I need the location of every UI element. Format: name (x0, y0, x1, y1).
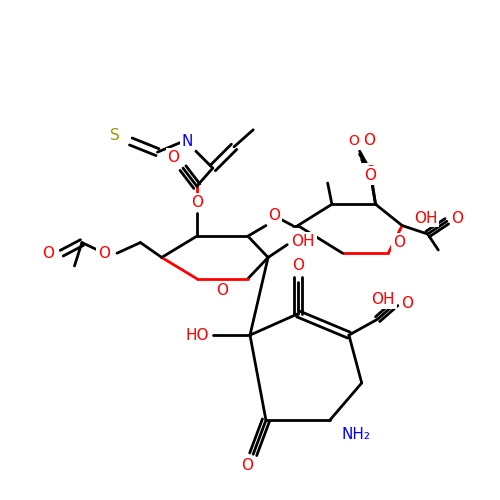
Text: OH: OH (371, 292, 394, 308)
Text: O: O (292, 258, 304, 274)
Text: O: O (452, 210, 464, 226)
Text: O: O (363, 133, 375, 148)
Text: O: O (348, 134, 358, 148)
Text: O: O (42, 246, 54, 260)
Text: O: O (364, 168, 376, 183)
Text: OH: OH (292, 234, 315, 249)
Text: O: O (402, 296, 413, 310)
Text: O: O (393, 235, 405, 250)
Text: HO: HO (185, 328, 208, 342)
Text: OH: OH (414, 210, 438, 226)
Text: S: S (110, 128, 120, 142)
Text: O: O (216, 283, 228, 298)
Text: O: O (98, 246, 110, 260)
Text: N: N (182, 134, 193, 149)
Text: O: O (364, 165, 376, 180)
Text: O: O (268, 208, 280, 224)
Text: O: O (168, 150, 179, 165)
Text: O: O (241, 458, 253, 473)
Text: O: O (191, 194, 203, 210)
Text: NH₂: NH₂ (342, 426, 371, 442)
